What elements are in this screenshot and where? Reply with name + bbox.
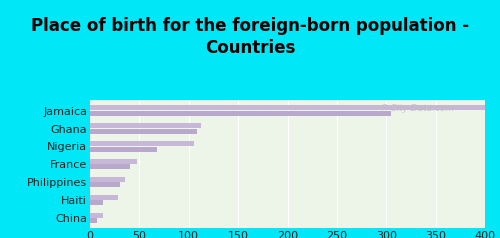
- Bar: [90, 218, 97, 223]
- Bar: [90, 200, 103, 205]
- Bar: [90, 147, 157, 152]
- Bar: [90, 195, 118, 200]
- Text: Ⓐ City-Data.com: Ⓐ City-Data.com: [382, 104, 454, 113]
- Bar: [90, 141, 194, 146]
- Bar: [90, 129, 196, 134]
- Bar: [90, 111, 391, 116]
- Bar: [90, 213, 103, 218]
- Bar: [90, 182, 120, 187]
- Bar: [90, 164, 130, 169]
- Bar: [90, 123, 200, 128]
- Bar: [90, 105, 485, 110]
- Text: Place of birth for the foreign-born population -
Countries: Place of birth for the foreign-born popu…: [31, 17, 469, 57]
- Bar: [90, 177, 124, 182]
- Bar: [90, 159, 138, 164]
